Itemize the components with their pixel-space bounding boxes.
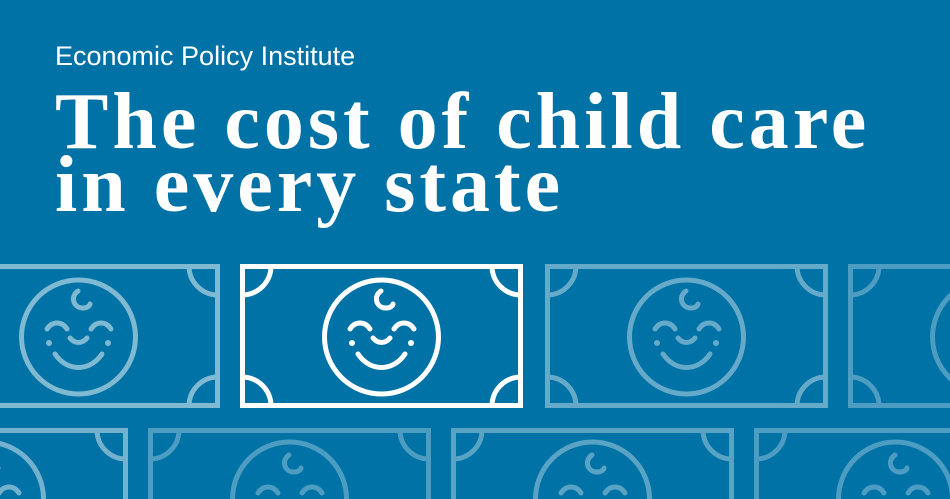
organization-name: Economic Policy Institute xyxy=(55,41,356,71)
page-title-line2: in every state xyxy=(55,141,565,229)
page-title-line1: The cost of child care xyxy=(55,78,871,166)
